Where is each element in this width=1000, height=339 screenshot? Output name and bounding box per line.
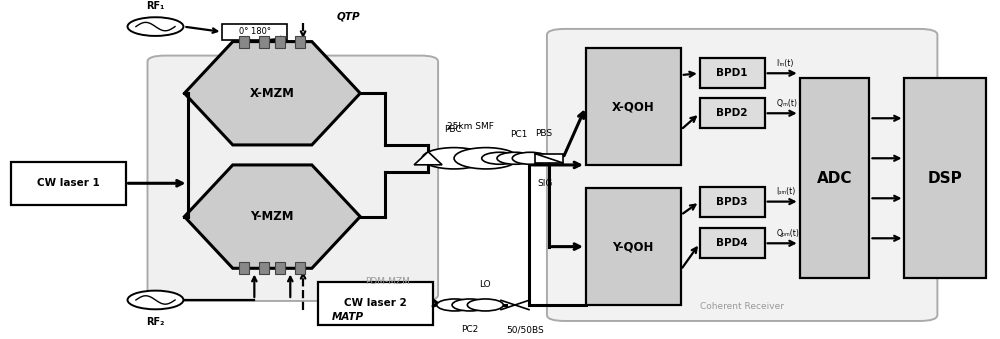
Polygon shape: [414, 152, 442, 165]
Text: 50/50BS: 50/50BS: [506, 325, 544, 335]
FancyBboxPatch shape: [904, 78, 986, 278]
Polygon shape: [184, 165, 360, 268]
Circle shape: [454, 147, 518, 169]
Text: BPD4: BPD4: [716, 238, 748, 248]
Text: BPD1: BPD1: [716, 68, 748, 78]
Circle shape: [467, 299, 503, 311]
FancyBboxPatch shape: [295, 262, 305, 274]
Text: PBC: PBC: [444, 125, 462, 135]
Text: SIG: SIG: [537, 179, 553, 188]
Text: 0° 180°: 0° 180°: [239, 27, 271, 36]
Text: RF₂: RF₂: [146, 317, 165, 327]
Circle shape: [437, 299, 473, 311]
Text: CW laser 1: CW laser 1: [37, 178, 99, 188]
Text: X-MZM: X-MZM: [250, 87, 295, 100]
Text: PDM-MZM: PDM-MZM: [365, 277, 410, 286]
FancyBboxPatch shape: [700, 228, 765, 258]
Text: Y-QOH: Y-QOH: [613, 240, 654, 253]
FancyBboxPatch shape: [547, 29, 937, 321]
FancyBboxPatch shape: [275, 262, 285, 274]
Text: 25km SMF: 25km SMF: [447, 122, 493, 131]
FancyBboxPatch shape: [222, 24, 287, 40]
FancyBboxPatch shape: [586, 188, 681, 305]
Circle shape: [128, 17, 183, 36]
FancyBboxPatch shape: [586, 48, 681, 165]
FancyBboxPatch shape: [259, 262, 269, 274]
Circle shape: [482, 152, 518, 164]
Text: CW laser 2: CW laser 2: [344, 298, 407, 308]
Circle shape: [497, 152, 533, 164]
Text: PBS: PBS: [535, 129, 553, 138]
Text: Qᴵₘ(t): Qᴵₘ(t): [777, 99, 798, 108]
Text: X-QOH: X-QOH: [612, 100, 655, 113]
FancyBboxPatch shape: [700, 186, 765, 217]
Text: Iₚₘ(t): Iₚₘ(t): [777, 187, 796, 196]
Circle shape: [452, 299, 488, 311]
FancyBboxPatch shape: [700, 58, 765, 88]
FancyBboxPatch shape: [239, 36, 249, 47]
FancyBboxPatch shape: [239, 262, 249, 274]
FancyBboxPatch shape: [295, 36, 305, 47]
Text: Y-MZM: Y-MZM: [251, 210, 294, 223]
Circle shape: [422, 147, 486, 169]
Text: BPD2: BPD2: [716, 108, 748, 118]
FancyBboxPatch shape: [11, 162, 126, 205]
Circle shape: [512, 152, 548, 164]
Text: PC1: PC1: [510, 130, 528, 139]
FancyBboxPatch shape: [700, 98, 765, 128]
Text: DSP: DSP: [928, 171, 963, 186]
Text: Coherent Receiver: Coherent Receiver: [700, 302, 784, 311]
FancyBboxPatch shape: [318, 282, 433, 325]
Text: ADC: ADC: [817, 171, 852, 186]
Text: LO: LO: [479, 280, 491, 290]
Text: Iᴵₘ(t): Iᴵₘ(t): [777, 59, 794, 68]
Text: Qₚₘ(t): Qₚₘ(t): [777, 229, 799, 238]
Polygon shape: [184, 42, 360, 145]
Text: MATP: MATP: [332, 312, 364, 322]
FancyBboxPatch shape: [275, 36, 285, 47]
Text: RF₁: RF₁: [146, 1, 165, 11]
FancyBboxPatch shape: [535, 154, 563, 163]
Text: BPD3: BPD3: [716, 197, 748, 206]
FancyBboxPatch shape: [259, 36, 269, 47]
FancyBboxPatch shape: [147, 56, 438, 301]
Text: QTP: QTP: [336, 12, 360, 22]
FancyBboxPatch shape: [800, 78, 869, 278]
Text: PC2: PC2: [461, 325, 479, 335]
Circle shape: [128, 291, 183, 309]
